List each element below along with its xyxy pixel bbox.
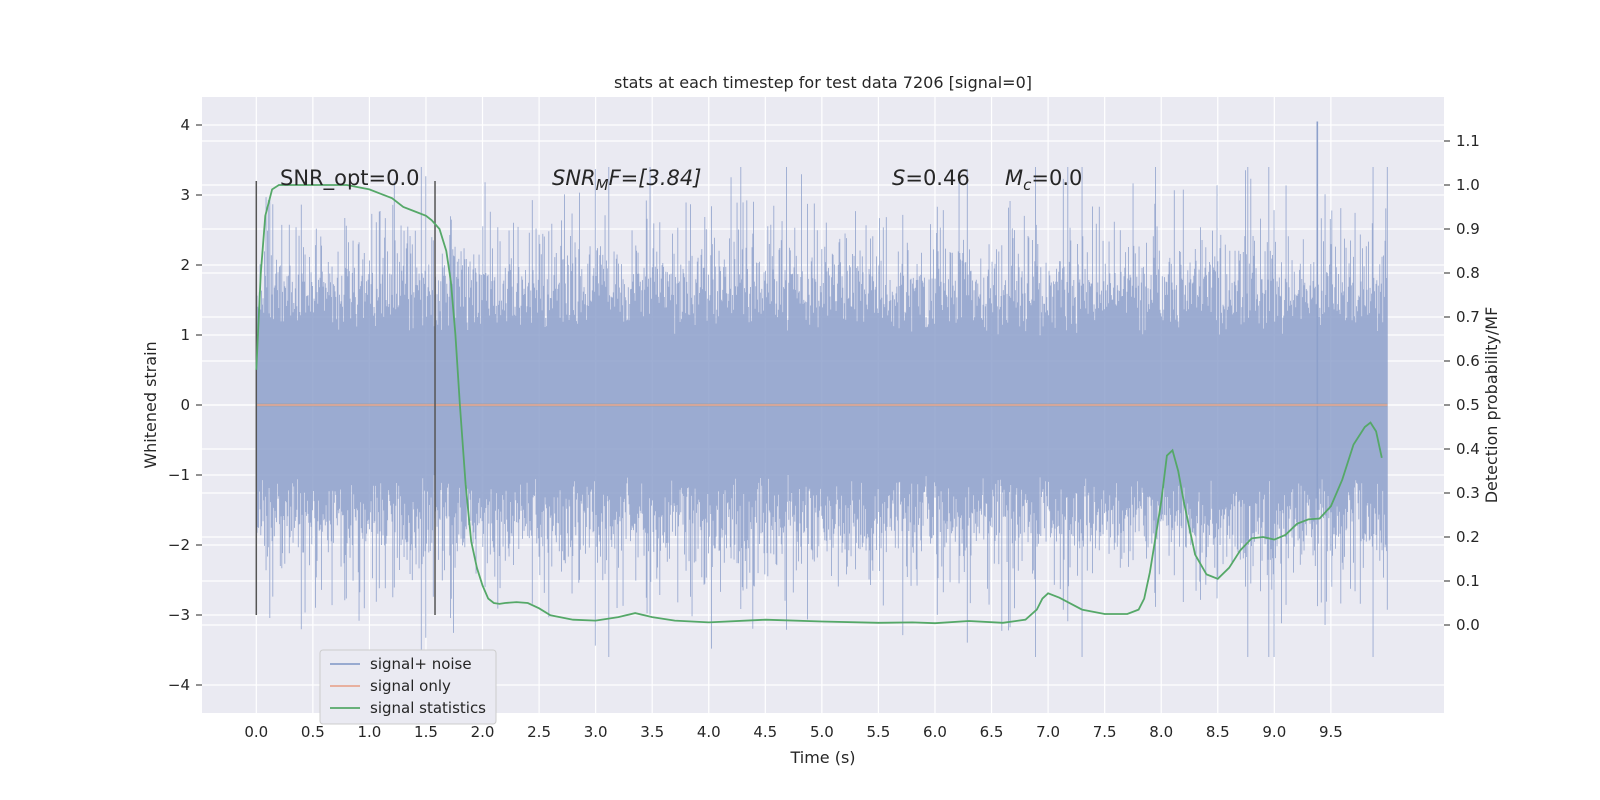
x-tick-label: 0.5 — [301, 723, 325, 741]
y-left-tick-label: −3 — [168, 606, 190, 624]
x-tick-label: 6.0 — [923, 723, 947, 741]
legend-box — [319, 649, 497, 725]
y-right-tick-label: 0.2 — [1456, 528, 1480, 546]
y-left-tick-label: 0 — [180, 396, 190, 414]
x-tick-label: 5.0 — [810, 723, 834, 741]
x-tick-label: 4.5 — [753, 723, 777, 741]
x-tick-label: 6.5 — [980, 723, 1004, 741]
x-tick-label: 7.0 — [1036, 723, 1060, 741]
x-tick-label: 3.0 — [584, 723, 608, 741]
y-left-tick-label: −1 — [168, 466, 190, 484]
annotation-snr-mf-main: SNR — [552, 166, 596, 190]
annotation-snr-mf-rest: F=[3.84] — [609, 166, 702, 190]
annotation-mc: Mc=0.0 — [1005, 166, 1082, 194]
x-tick-label: 2.0 — [471, 723, 495, 741]
y-right-tick-label: 1.1 — [1456, 132, 1480, 150]
x-tick-label: 4.0 — [697, 723, 721, 741]
x-tick-label: 1.0 — [357, 723, 381, 741]
legend-label-stats: signal statistics — [370, 699, 486, 717]
y-left-tick-label: 4 — [180, 116, 190, 134]
stat-line — [255, 184, 1383, 625]
annotation-snr-mf: SNRMF=[3.84] — [552, 166, 701, 194]
y-right-tick-label: 0.0 — [1456, 616, 1480, 634]
ticks: 0.0 0.5 1.0 1.5 2.0 2.5 3.0 3.5 4.0 4.5 5.0 5.5 6.0 6… — [168, 116, 1480, 741]
chart-title: stats at each timestep for test data 720… — [614, 73, 1032, 92]
annotation-mc-main: M — [1005, 166, 1023, 190]
y-left-tick-label: 1 — [180, 326, 190, 344]
x-tick-label: 9.5 — [1319, 723, 1343, 741]
y-right-tick-label: 0.8 — [1456, 264, 1480, 282]
y-right-tick-label: 1.0 — [1456, 176, 1480, 194]
vertical-markers — [255, 181, 436, 615]
annotation-s-main: S — [892, 166, 905, 190]
x-tick-label: 2.5 — [527, 723, 551, 741]
y-left-tick-label: −2 — [168, 536, 190, 554]
y-right-tick-label: 0.6 — [1456, 352, 1480, 370]
annotation-snr-opt: SNR_opt=0.0 — [280, 166, 420, 191]
annotation-snr-mf-sub: M — [596, 176, 609, 194]
annotation-s: S=0.46 — [892, 166, 970, 190]
annotation-mc-rest: =0.0 — [1031, 166, 1082, 190]
x-tick-label: 3.5 — [640, 723, 664, 741]
y-right-tick-label: 0.3 — [1456, 484, 1480, 502]
y-right-tick-label: 0.5 — [1456, 396, 1480, 414]
annotation-s-rest: =0.46 — [905, 166, 969, 190]
x-tick-label: 5.5 — [866, 723, 890, 741]
y-axis-label-right: Detection probability/MF — [1482, 307, 1501, 504]
x-tick-label: 9.0 — [1262, 723, 1286, 741]
y-right-tick-label: 0.1 — [1456, 572, 1480, 590]
annotation-mc-sub: c — [1023, 176, 1032, 194]
legend-label-signal: signal only — [370, 677, 451, 695]
y-right-tick-label: 0.9 — [1456, 220, 1480, 238]
y-axis-label-left: Whitened strain — [141, 341, 160, 468]
y-left-tick-label: 3 — [180, 186, 190, 204]
x-tick-label: 1.5 — [414, 723, 438, 741]
y-right-tick-label: 0.7 — [1456, 308, 1480, 326]
legend-label-noise: signal+ noise — [370, 655, 472, 673]
x-axis-label: Time (s) — [789, 748, 855, 767]
y-right-tick-label: 0.4 — [1456, 440, 1480, 458]
x-tick-label: 8.0 — [1149, 723, 1173, 741]
x-tick-label: 8.5 — [1206, 723, 1230, 741]
x-tick-label: 7.5 — [1093, 723, 1117, 741]
y-left-tick-label: 2 — [180, 256, 190, 274]
legend: signal+ noise signal only signal statist… — [319, 649, 497, 725]
y-left-tick-label: −4 — [168, 676, 190, 694]
x-tick-label: 0.0 — [244, 723, 268, 741]
